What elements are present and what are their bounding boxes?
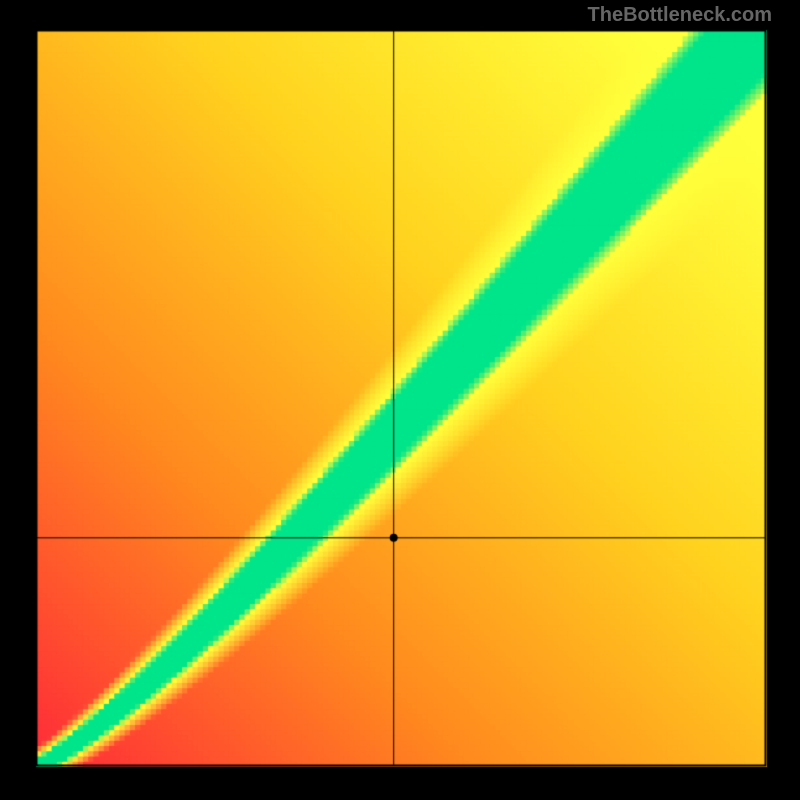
watermark-text: TheBottleneck.com	[588, 4, 772, 27]
chart-container: { "watermark": { "text": "TheBottleneck.…	[0, 0, 800, 800]
bottleneck-heatmap	[0, 0, 800, 800]
